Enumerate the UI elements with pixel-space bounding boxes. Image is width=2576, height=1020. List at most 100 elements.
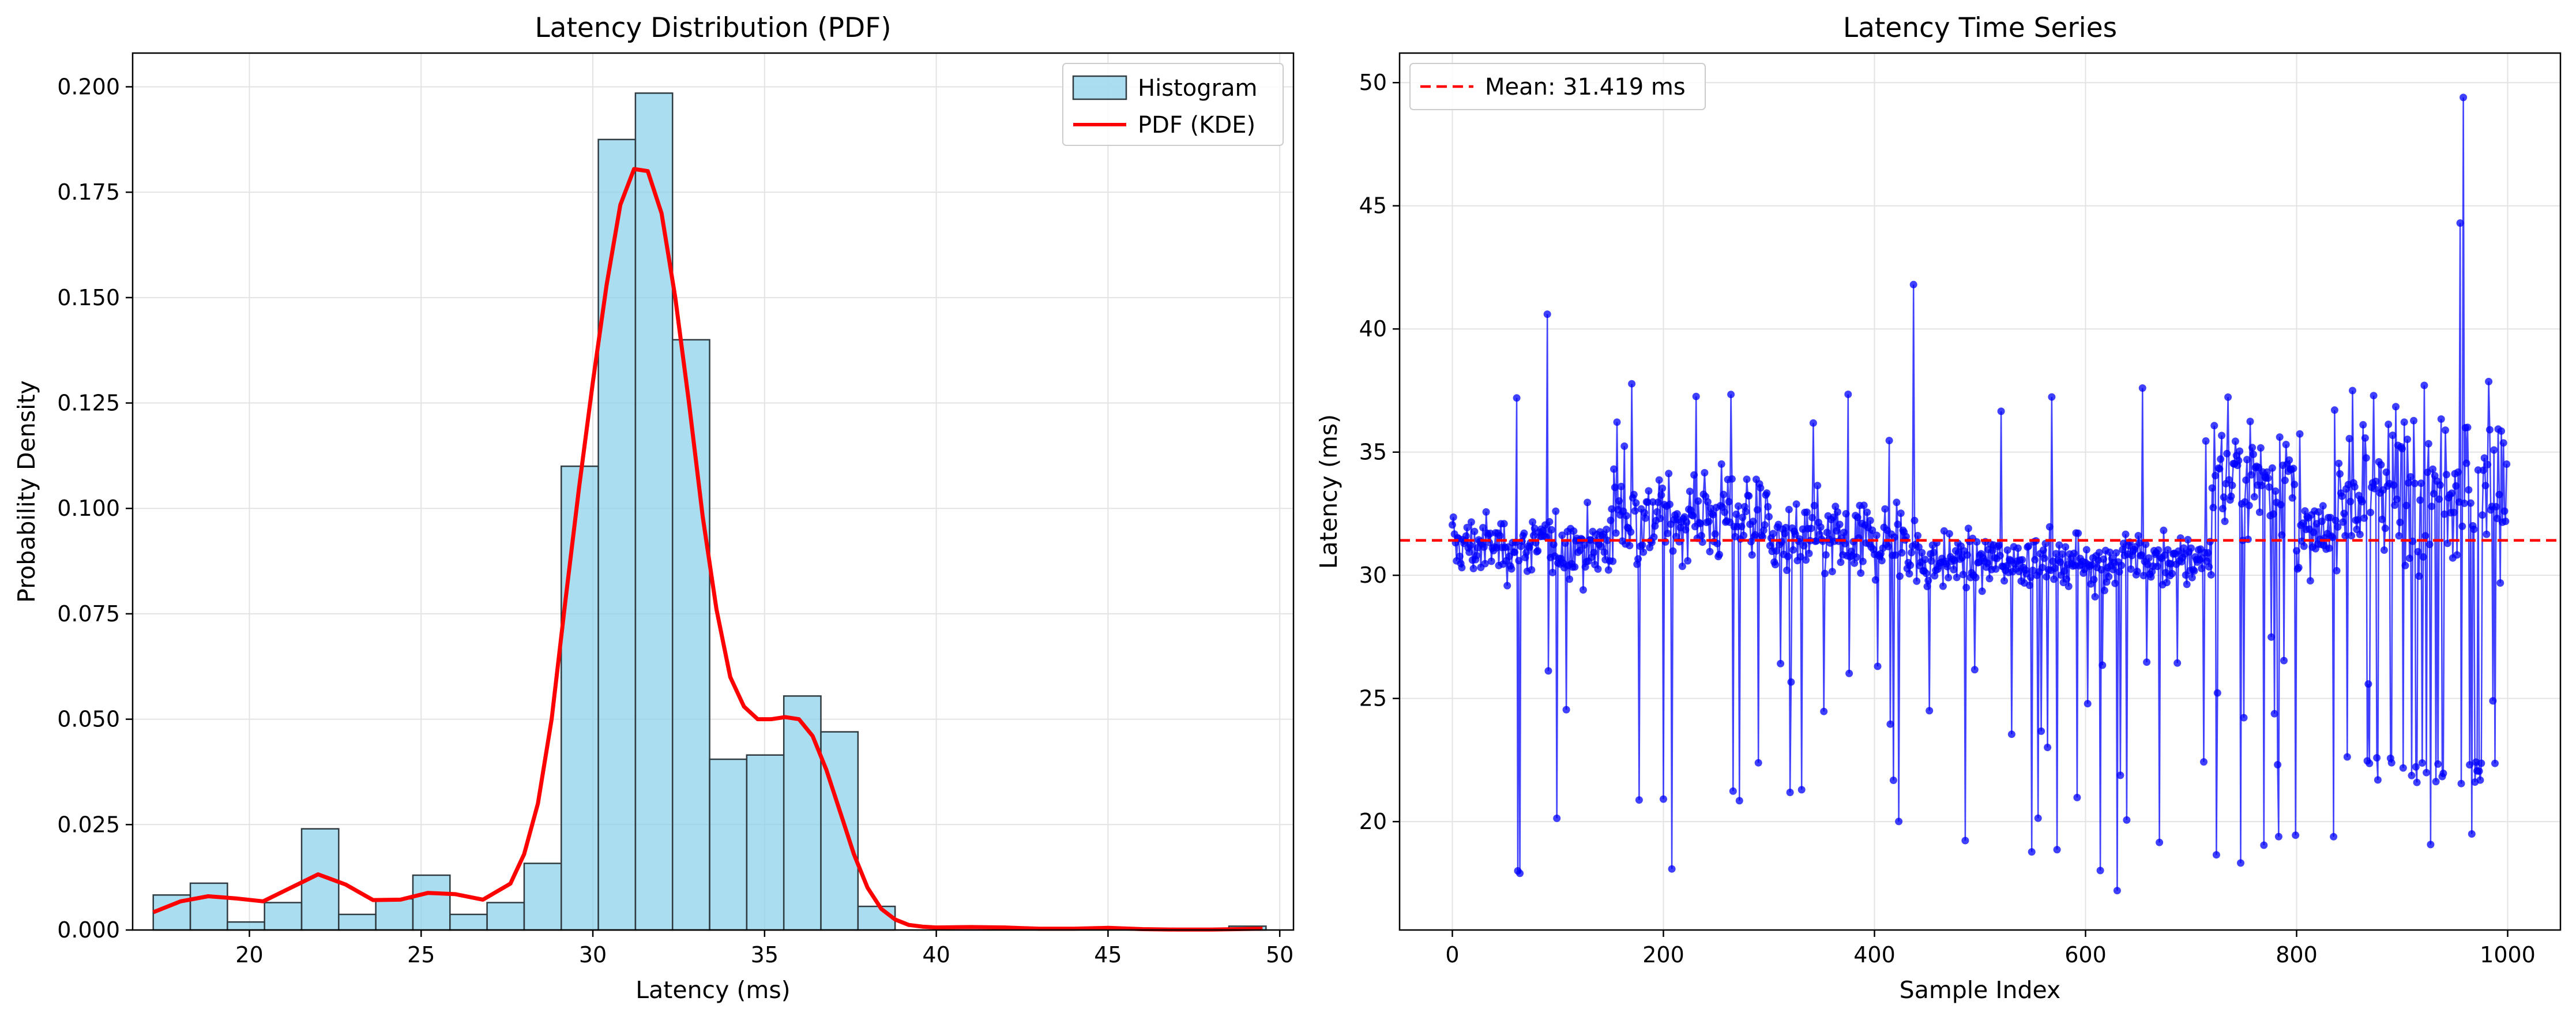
ts-y-tick-label-3: 35: [1359, 440, 1387, 465]
latency-point-18: [1467, 518, 1475, 526]
latency-point-387: [1857, 569, 1865, 577]
latency-point-151: [1608, 505, 1616, 513]
pdf-kde-curve: [152, 167, 1263, 932]
latency-point-992: [2495, 490, 2503, 498]
latency-point-710: [2198, 564, 2206, 572]
latency-point-209: [1669, 547, 1677, 555]
latency-point-834: [2329, 534, 2337, 542]
latency-point-361: [1829, 513, 1837, 522]
latency-point-523: [2000, 577, 2009, 585]
latency-point-525: [2002, 562, 2010, 570]
latency-point-906: [2405, 479, 2412, 487]
latency-point-547: [2026, 582, 2033, 590]
latency-point-902: [2400, 418, 2408, 426]
latency-point-144: [1600, 548, 1608, 556]
latency-point-657: [2142, 541, 2150, 548]
latency-point-613: [2095, 549, 2103, 557]
latency-point-59: [1511, 548, 1518, 556]
histogram-bar-1: [189, 882, 228, 931]
latency-point-730: [2218, 505, 2227, 513]
latency-point-964: [2466, 761, 2474, 769]
latency-point-788: [2280, 657, 2288, 665]
latency-point-321: [1787, 678, 1795, 686]
latency-point-90: [1543, 310, 1551, 318]
latency-point-403: [1874, 662, 1882, 670]
pdf-y-tick-label-4: 0.100: [57, 496, 120, 521]
latency-point-353: [1821, 569, 1829, 578]
latency-point-414: [1885, 437, 1893, 445]
latency-point-422: [1894, 520, 1902, 528]
latency-point-615: [2097, 566, 2105, 574]
latency-point-502: [1978, 587, 1986, 595]
latency-point-402: [1872, 531, 1881, 539]
latency-point-191: [1650, 533, 1658, 541]
latency-point-233: [1694, 497, 1702, 505]
latency-point-687: [2173, 659, 2182, 667]
latency-point-465: [1939, 582, 1947, 590]
latency-point-638: [2122, 530, 2130, 538]
pdf-y-tick-label-5: 0.125: [57, 391, 120, 416]
latency-point-701: [2188, 573, 2196, 582]
latency-point-696: [2183, 580, 2191, 588]
latency-point-835: [2330, 832, 2338, 841]
latency-point-592: [2073, 793, 2081, 801]
latency-point-865: [2361, 434, 2369, 442]
latency-point-346: [1814, 482, 1822, 490]
latency-point-846: [2341, 532, 2349, 540]
latency-point-331: [1797, 786, 1806, 794]
latency-point-561: [2040, 554, 2048, 562]
latency-point-581: [2062, 543, 2070, 551]
latency-point-98: [1552, 507, 1560, 515]
latency-point-987: [2490, 446, 2498, 454]
latency-point-956: [2457, 779, 2465, 787]
latency-point-862: [2358, 498, 2366, 506]
latency-point-731: [2220, 493, 2228, 501]
latency-point-94: [1548, 526, 1555, 534]
latency-point-851: [2346, 497, 2355, 505]
ts-x-tick-label-1: 200: [1642, 942, 1684, 967]
latency-point-864: [2360, 514, 2368, 522]
latency-point-843: [2338, 492, 2346, 500]
latency-point-875: [2372, 477, 2380, 485]
latency-point-393: [1863, 508, 1871, 516]
latency-point-441: [1914, 531, 1921, 539]
latency-point-965: [2466, 499, 2475, 507]
ts-y-tick-label-6: 50: [1359, 70, 1387, 95]
latency-point-839: [2334, 523, 2342, 531]
latency-point-486: [1961, 837, 1969, 845]
latency-point-195: [1654, 498, 1662, 507]
latency-point-602: [2084, 700, 2092, 708]
latency-point-168: [1626, 542, 1634, 550]
latency-point-519: [1996, 552, 2004, 560]
latency-point-813: [2306, 577, 2314, 585]
latency-point-471: [1945, 530, 1953, 538]
latency-point-155: [1612, 529, 1620, 537]
latency-point-451: [1924, 576, 1932, 584]
latency-point-941: [2442, 426, 2449, 434]
histogram-bar-7: [412, 874, 451, 931]
latency-point-765: [2255, 508, 2263, 516]
latency-point-957: [2458, 522, 2466, 530]
latency-point-934: [2434, 760, 2442, 768]
latency-point-755: [2245, 501, 2253, 509]
latency-point-784: [2276, 433, 2284, 441]
latency-point-649: [2133, 568, 2141, 575]
latency-point-893: [2391, 501, 2399, 509]
latency-point-173: [1631, 507, 1639, 515]
latency-point-576: [2056, 558, 2064, 566]
latency-point-289: [1753, 506, 1761, 514]
latency-point-244: [1706, 548, 1714, 556]
latency-point-677: [2163, 579, 2171, 587]
latency-point-942: [2442, 471, 2450, 479]
latency-point-372: [1841, 539, 1849, 548]
latency-point-714: [2202, 437, 2210, 445]
latency-point-622: [2105, 573, 2113, 580]
latency-point-526: [2003, 546, 2011, 554]
latency-point-908: [2406, 473, 2415, 481]
latency-point-495: [1970, 666, 1979, 674]
latency-point-790: [2282, 441, 2290, 448]
latency-point-176: [1634, 555, 1642, 563]
latency-point-249: [1711, 530, 1719, 538]
latency-point-895: [2393, 495, 2401, 503]
latency-point-555: [2034, 814, 2042, 822]
